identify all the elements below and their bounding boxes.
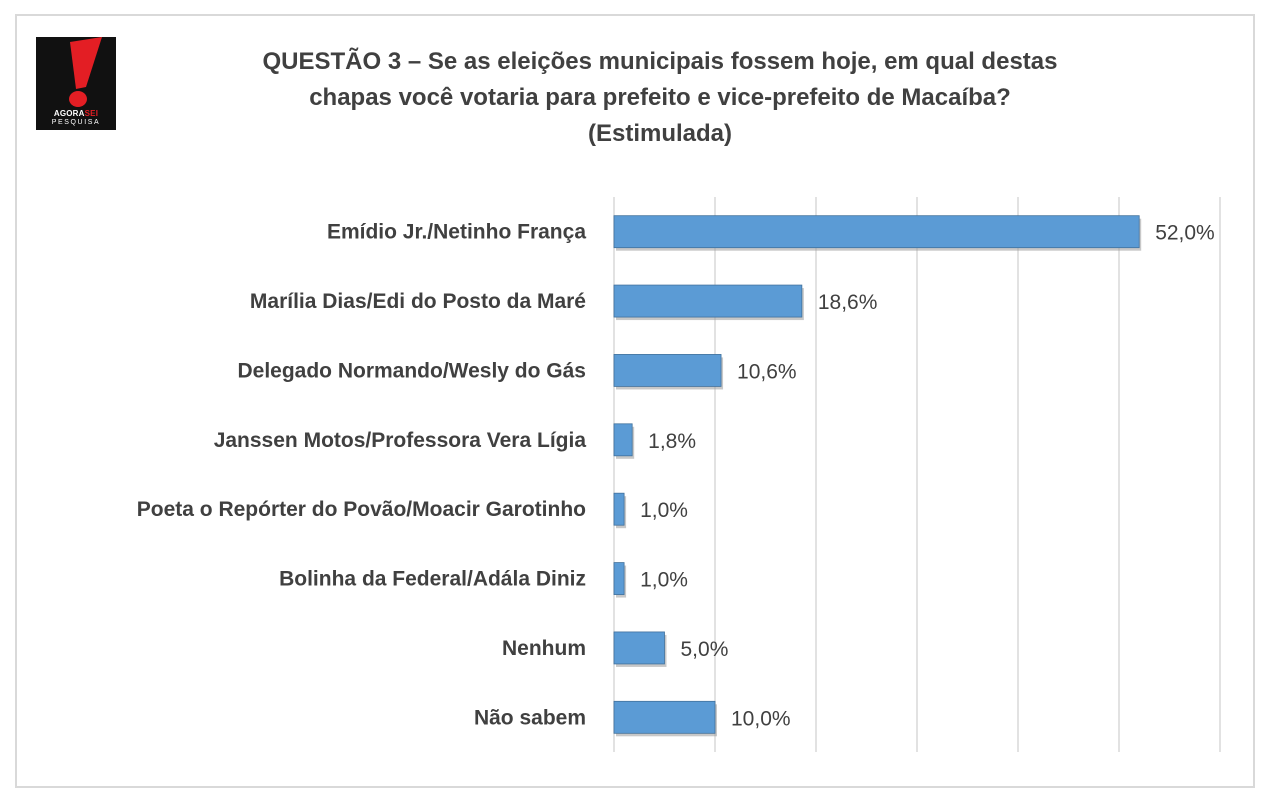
category-label: Não sabem xyxy=(474,706,586,729)
data-label: 18,6% xyxy=(818,291,878,314)
data-label: 10,6% xyxy=(737,360,797,383)
data-label: 1,0% xyxy=(640,499,688,522)
data-label: 52,0% xyxy=(1155,222,1215,245)
category-label: Bolinha da Federal/Adála Diniz xyxy=(279,568,586,591)
gridlines xyxy=(613,197,1221,752)
labels: Emídio Jr./Netinho França 52,0% Marília Di… xyxy=(137,221,1215,731)
bar xyxy=(613,700,716,734)
chart-title-line-1: QUESTÃO 3 – Se as eleições municipais fo… xyxy=(262,48,1058,75)
bar xyxy=(613,562,625,595)
category-label: Emídio Jr./Netinho França xyxy=(327,221,586,244)
logo-subtitle: PESQUISA xyxy=(51,119,101,126)
chart-title-line-2: chapas você votaria para prefeito e vice… xyxy=(309,84,1011,111)
exclamation-logo-icon xyxy=(69,37,102,107)
data-label: 5,0% xyxy=(681,638,729,661)
bars xyxy=(613,215,1142,737)
bar xyxy=(613,284,803,318)
bar xyxy=(613,215,1140,249)
bar xyxy=(613,423,633,457)
category-label: Nenhum xyxy=(502,637,586,660)
bar xyxy=(613,492,625,526)
category-label: Janssen Motos/Professora Vera Lígia xyxy=(214,429,587,452)
bar xyxy=(613,631,665,665)
data-label: 10,0% xyxy=(731,707,791,730)
logo-wordmark: AGORASEI xyxy=(53,109,99,118)
chart-title: QUESTÃO 3 – Se as eleições municipais fo… xyxy=(150,44,1170,152)
agorasei-logo: AGORASEI PESQUISA xyxy=(36,37,116,130)
data-label: 1,8% xyxy=(648,430,696,453)
bar xyxy=(613,354,722,387)
category-label: Marília Dias/Edi do Posto da Maré xyxy=(250,290,586,313)
category-label: Poeta o Repórter do Povão/Moacir Garotin… xyxy=(137,498,586,521)
chart-title-line-3: (Estimulada) xyxy=(587,120,733,147)
category-label: Delegado Normando/Wesly do Gás xyxy=(237,359,586,382)
data-label: 1,0% xyxy=(640,569,688,592)
